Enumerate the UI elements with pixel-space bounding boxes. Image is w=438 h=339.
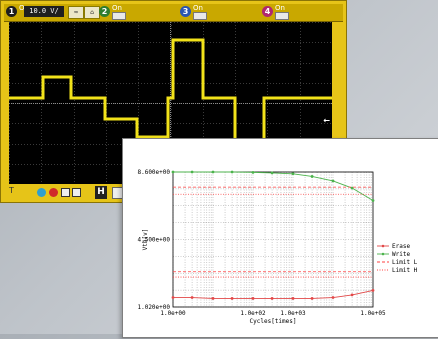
y-tick-label: 1.020e+00 (137, 304, 170, 311)
trigger-level-marker[interactable]: ← (323, 116, 330, 125)
data-point (230, 170, 234, 174)
y-tick-label: 4.500e+00 (137, 237, 170, 244)
data-point (350, 293, 354, 297)
data-point (331, 179, 335, 183)
channel-3-badge[interactable]: 3 (180, 6, 191, 17)
channel-3-box[interactable] (193, 12, 207, 20)
data-point (171, 170, 175, 174)
series-write (171, 170, 375, 202)
data-point (350, 186, 354, 190)
save-icon[interactable] (61, 188, 70, 197)
legend-label: Limit H (392, 267, 418, 274)
data-point (291, 297, 295, 300)
channel-2-state: On (112, 4, 122, 12)
channel-2-badge[interactable]: 2 (99, 6, 110, 17)
series-erase (171, 289, 375, 300)
x-tick-label: 1.0e+00 (160, 310, 186, 317)
data-point (310, 175, 314, 178)
data-point (371, 199, 375, 202)
print-icon[interactable] (72, 188, 81, 197)
series-limit-h (173, 193, 373, 278)
data-point (251, 170, 255, 174)
channel-toolbar: 1 On 10.0 V/ ≈ ⌂ 2 On 3 On 4 On (4, 4, 343, 22)
legend-marker (381, 252, 385, 256)
endurance-chart: 8.600e+00 4.500e+00 1.020e+001.0e+00 1.0e+0… (137, 169, 418, 325)
data-point (310, 297, 314, 300)
series-line (173, 289, 374, 299)
channel-4-box[interactable] (275, 12, 289, 20)
data-point (291, 172, 295, 176)
x-tick-label: 1.0e+03 (280, 310, 306, 317)
x-axis-title: Cycles[times] (250, 318, 297, 325)
data-point (251, 297, 255, 300)
data-point (211, 170, 215, 174)
bandwidth-button[interactable]: ⌂ (84, 6, 100, 19)
data-point (190, 296, 194, 299)
legend-label: Write (392, 251, 410, 258)
data-point (371, 289, 375, 292)
x-tick-label: 1.0e+05 (360, 310, 386, 317)
legend-label: Limit L (392, 259, 418, 266)
data-point (211, 297, 215, 300)
channel-4-state: On (275, 4, 285, 12)
channel-4-badge[interactable]: 4 (262, 6, 273, 17)
data-point (190, 170, 194, 174)
channel-3-state: On (193, 4, 203, 12)
data-point (331, 296, 335, 299)
x-tick-label: 1.0e+02 (240, 310, 266, 317)
data-point (270, 297, 274, 300)
data-point (230, 297, 234, 300)
y-axis-title: Vth[v] (142, 229, 149, 251)
volts-per-div-display[interactable]: 10.0 V/ (24, 6, 64, 17)
legend-label: Erase (392, 243, 410, 250)
data-point (171, 296, 175, 299)
horizontal-badge[interactable]: H (95, 186, 107, 199)
series-line (173, 171, 374, 201)
data-point (270, 171, 274, 175)
endurance-chart-window: 8.600e+00 4.500e+00 1.020e+00 1.0e+00 1.0e+0… (122, 138, 438, 338)
channel-2-box[interactable] (112, 12, 126, 20)
y-tick-label: 8.600e+00 (137, 169, 170, 176)
channel-1-state: On (19, 5, 29, 12)
legend-marker (381, 244, 385, 248)
series-limit-l (173, 186, 373, 273)
coupling-button[interactable]: ≈ (68, 6, 84, 19)
channel-1-badge[interactable]: 1 (6, 6, 17, 17)
run-status-icon[interactable] (37, 188, 46, 197)
stop-status-icon[interactable] (49, 188, 58, 197)
scope-status-bar: T H (4, 185, 343, 201)
trigger-position-marker: T (9, 186, 14, 195)
